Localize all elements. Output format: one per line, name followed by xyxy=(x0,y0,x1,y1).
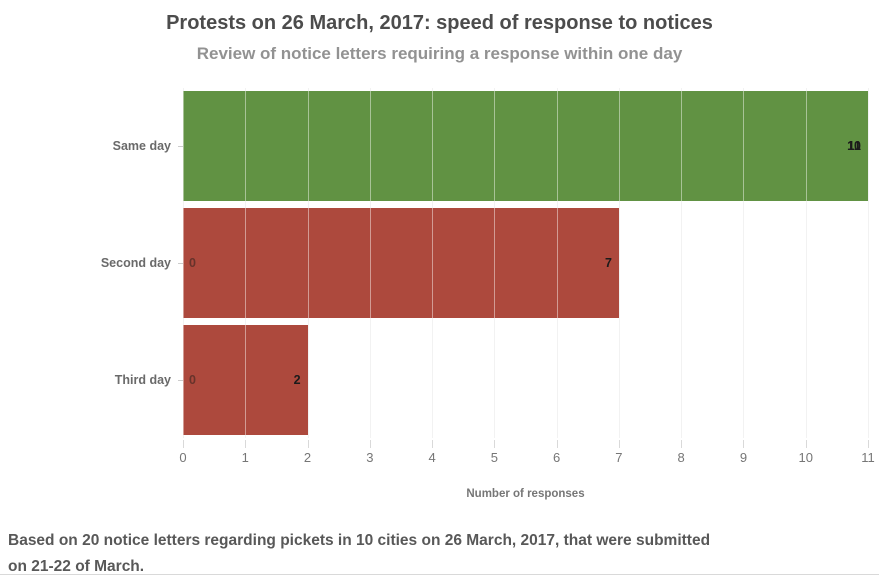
x-tick-mark xyxy=(307,440,309,448)
x-tick-mark xyxy=(369,440,371,448)
x-tick-label: 8 xyxy=(677,450,685,465)
bar-second-day xyxy=(183,208,619,318)
x-tick-label: 0 xyxy=(179,450,187,465)
footer-note: Based on 20 notice letters regarding pic… xyxy=(8,528,868,575)
chart-subtitle: Review of notice letters requiring a res… xyxy=(196,44,683,63)
gridline xyxy=(805,88,807,438)
x-tick-label: 10 xyxy=(798,450,813,465)
x-axis-title: Number of responses xyxy=(466,488,585,500)
x-tick-label: 7 xyxy=(615,450,623,465)
x-tick-label: 11 xyxy=(861,450,875,465)
x-tick-mark xyxy=(743,440,745,448)
gridline xyxy=(743,88,745,438)
footer-note-line-1: Based on 20 notice letters regarding pic… xyxy=(8,532,711,549)
category-tick-mark xyxy=(178,263,183,264)
x-axis: 0 1 2 3 4 5 6 7 8 9 10 11 xyxy=(179,438,875,468)
x-tick-mark xyxy=(618,440,620,448)
gridline xyxy=(868,88,869,438)
plot-area: 11 10 7 0 2 0 xyxy=(183,88,869,438)
category-tick-mark xyxy=(178,379,183,381)
x-tick-label: 4 xyxy=(428,450,436,465)
footer-note-line-2: on 21-22 of March. xyxy=(8,558,145,575)
gridline xyxy=(681,88,683,438)
y-axis-category-labels: Same day Second day Third day xyxy=(0,88,183,438)
bar-third-day xyxy=(183,324,308,435)
x-tick-mark xyxy=(183,440,184,448)
bar-same-day xyxy=(183,91,868,202)
category-label-same-day: Same day xyxy=(112,139,171,154)
x-tick-mark xyxy=(494,440,496,448)
x-tick-mark xyxy=(805,440,807,448)
x-tick-label: 5 xyxy=(490,450,498,465)
x-tick-label: 3 xyxy=(366,450,374,465)
x-tick-label: 1 xyxy=(241,450,249,465)
category-label-third-day: Third day xyxy=(114,372,171,387)
category-label-second-day: Second day xyxy=(100,255,171,270)
x-tick-mark xyxy=(245,440,247,448)
x-tick-mark xyxy=(681,440,683,448)
x-tick-label: 2 xyxy=(303,450,312,465)
x-tick-mark xyxy=(868,440,869,448)
category-tick-mark xyxy=(178,146,183,148)
x-tick-mark xyxy=(556,440,558,448)
x-tick-mark xyxy=(432,440,434,448)
chart-title: Protests on 26 March, 2017: speed of res… xyxy=(166,12,713,34)
x-tick-label: 9 xyxy=(739,450,748,465)
x-tick-label: 6 xyxy=(553,450,561,465)
gridline xyxy=(618,88,620,438)
